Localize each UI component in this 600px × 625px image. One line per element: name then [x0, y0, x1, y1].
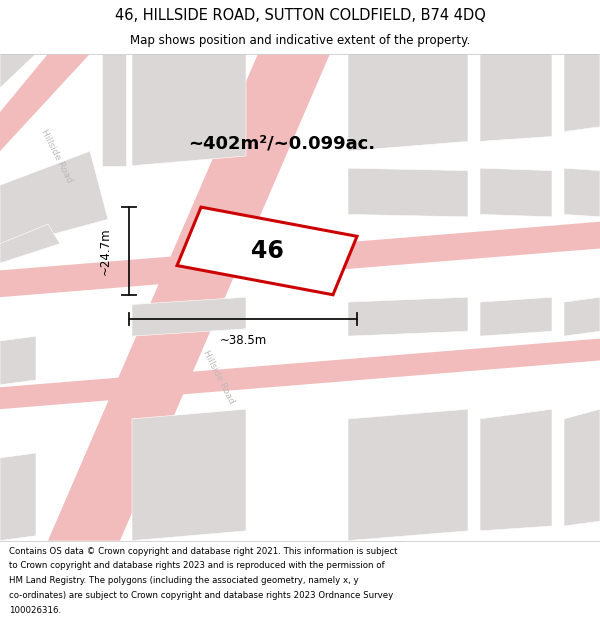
Text: 46: 46 — [251, 239, 283, 263]
Text: 46, HILLSIDE ROAD, SUTTON COLDFIELD, B74 4DQ: 46, HILLSIDE ROAD, SUTTON COLDFIELD, B74… — [115, 8, 485, 22]
Polygon shape — [564, 168, 600, 217]
Polygon shape — [48, 54, 330, 541]
Polygon shape — [132, 409, 246, 541]
Polygon shape — [0, 54, 90, 151]
Polygon shape — [0, 151, 108, 249]
Text: co-ordinates) are subject to Crown copyright and database rights 2023 Ordnance S: co-ordinates) are subject to Crown copyr… — [9, 591, 393, 600]
Polygon shape — [0, 222, 600, 297]
Polygon shape — [0, 339, 600, 409]
Polygon shape — [132, 54, 246, 166]
Polygon shape — [102, 54, 126, 166]
Polygon shape — [0, 224, 60, 263]
Polygon shape — [132, 297, 246, 336]
Polygon shape — [177, 207, 357, 295]
Text: ~38.5m: ~38.5m — [220, 334, 266, 347]
Polygon shape — [0, 336, 36, 385]
Polygon shape — [348, 168, 468, 217]
Polygon shape — [0, 54, 36, 88]
Text: 100026316.: 100026316. — [9, 606, 61, 614]
Polygon shape — [480, 297, 552, 336]
Polygon shape — [0, 453, 36, 541]
Text: to Crown copyright and database rights 2023 and is reproduced with the permissio: to Crown copyright and database rights 2… — [9, 561, 385, 570]
Polygon shape — [480, 409, 552, 531]
Polygon shape — [348, 297, 468, 336]
Text: Map shows position and indicative extent of the property.: Map shows position and indicative extent… — [130, 34, 470, 48]
Polygon shape — [564, 409, 600, 526]
Text: Contains OS data © Crown copyright and database right 2021. This information is : Contains OS data © Crown copyright and d… — [9, 546, 398, 556]
Polygon shape — [564, 297, 600, 336]
Text: HM Land Registry. The polygons (including the associated geometry, namely x, y: HM Land Registry. The polygons (includin… — [9, 576, 359, 585]
Polygon shape — [348, 54, 468, 151]
Polygon shape — [564, 54, 600, 132]
Text: Hillside Road: Hillside Road — [40, 127, 74, 184]
Polygon shape — [480, 168, 552, 217]
Polygon shape — [480, 54, 552, 141]
Text: Hillside Road: Hillside Road — [202, 349, 236, 406]
Text: ~402m²/~0.099ac.: ~402m²/~0.099ac. — [188, 135, 376, 153]
Text: ~24.7m: ~24.7m — [98, 227, 112, 275]
Polygon shape — [348, 409, 468, 541]
